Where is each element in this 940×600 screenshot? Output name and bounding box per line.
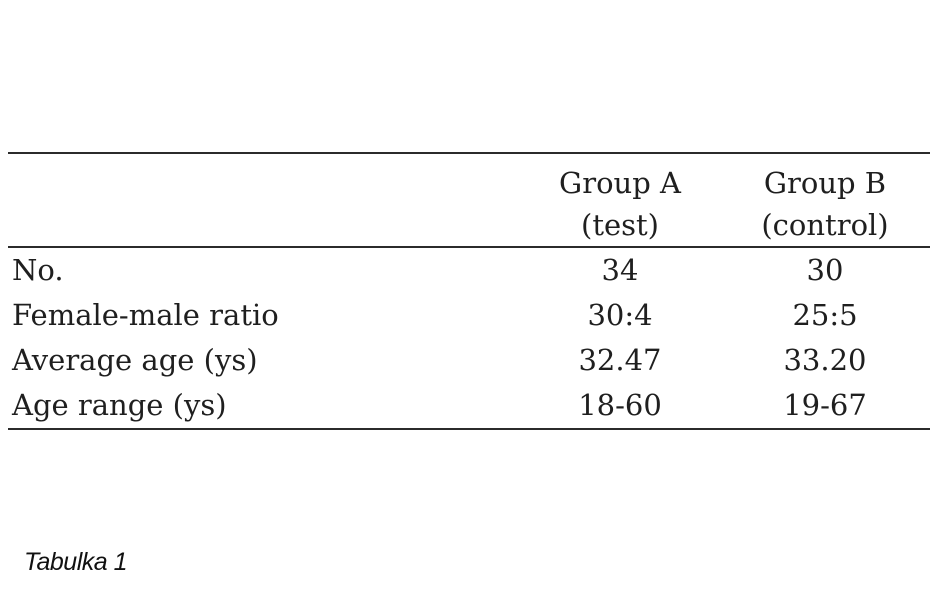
cell-group-a: 18-60 bbox=[520, 383, 720, 430]
header-cell-group-b: Group B (control) bbox=[720, 152, 930, 248]
table-row: Age range (ys) 18-60 19-67 bbox=[8, 383, 930, 430]
table-header: Group A (test) Group B (control) bbox=[8, 152, 930, 248]
data-table: Group A (test) Group B (control) No. 34 … bbox=[8, 152, 930, 430]
cell-group-b: 30 bbox=[806, 253, 844, 287]
cell-group-b: 25:5 bbox=[792, 298, 858, 332]
row-label: Average age (ys) bbox=[12, 343, 258, 377]
table-row: No. 34 30 bbox=[8, 247, 930, 293]
header-group-a-subtitle: (test) bbox=[581, 208, 659, 242]
table-caption: Tabulka 1 bbox=[24, 548, 128, 576]
data-table-container: Group A (test) Group B (control) No. 34 … bbox=[8, 152, 930, 430]
row-label: No. bbox=[12, 253, 64, 287]
row-label: Female-male ratio bbox=[12, 298, 279, 332]
cell-group-b: 33.20 bbox=[783, 343, 867, 377]
header-group-a-name: Group A bbox=[559, 166, 681, 200]
row-label: Age range (ys) bbox=[8, 383, 520, 430]
header-group-b-name: Group B bbox=[763, 166, 887, 200]
header-cell-group-a: Group A (test) bbox=[520, 152, 720, 248]
cell-group-b: 19-67 bbox=[720, 383, 930, 430]
table-row: Female-male ratio 30:4 25:5 bbox=[8, 293, 930, 338]
header-row: Group A (test) Group B (control) bbox=[8, 152, 930, 248]
header-group-b-subtitle: (control) bbox=[761, 208, 889, 242]
header-cell-blank bbox=[8, 152, 520, 248]
cell-group-a: 32.47 bbox=[578, 343, 662, 377]
cell-group-a: 30:4 bbox=[587, 298, 653, 332]
table-body: No. 34 30 Female-male ratio 30:4 25:5 Av… bbox=[8, 247, 930, 430]
table-row: Average age (ys) 32.47 33.20 bbox=[8, 338, 930, 383]
cell-group-a: 34 bbox=[601, 253, 639, 287]
